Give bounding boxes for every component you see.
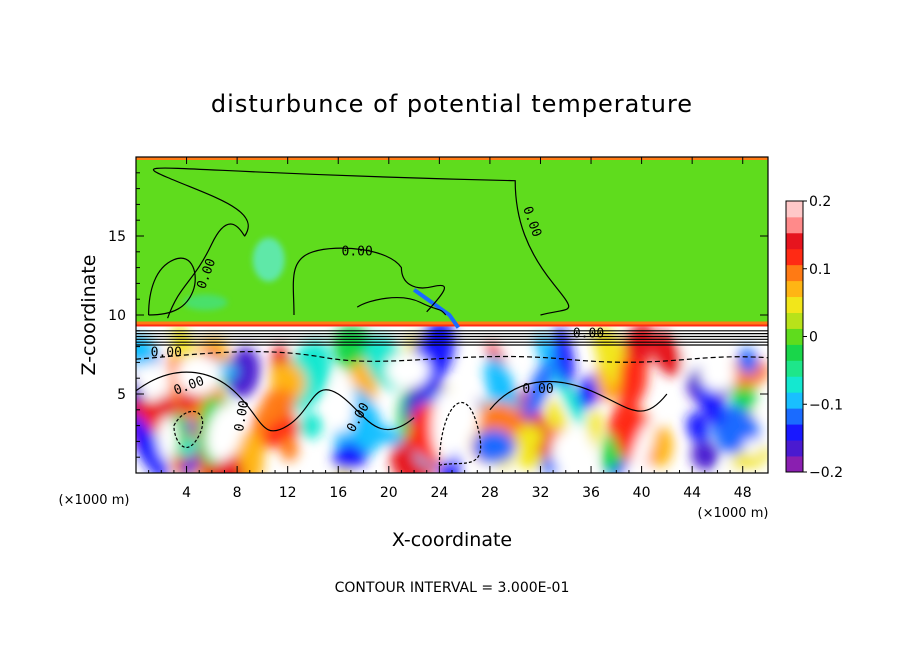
chart-title: disturbunce of potential temperature xyxy=(211,90,693,118)
colorbar-swatch xyxy=(786,201,803,218)
colorbar-swatch xyxy=(786,312,803,329)
contour-interval-note: CONTOUR INTERVAL = 3.000E-01 xyxy=(335,580,570,596)
contour-label: 0.00 xyxy=(151,345,182,360)
x-unit-label-left: (×1000 m) xyxy=(59,493,130,508)
z-tick-label: 5 xyxy=(117,387,126,403)
colorbar-swatch xyxy=(786,328,803,345)
contour-label: 0.00 xyxy=(522,382,553,397)
x-tick-label: 40 xyxy=(633,485,651,501)
z-axis-label: Z-coordinate xyxy=(78,255,100,376)
x-tick-label: 24 xyxy=(430,485,448,501)
x-tick-label: 44 xyxy=(683,485,701,501)
colorbar-swatch xyxy=(786,296,803,313)
colorbar-swatch xyxy=(786,440,803,457)
upper-layer xyxy=(136,157,768,325)
x-axis-label: X-coordinate xyxy=(392,529,512,551)
z-axis: 5 10 15 xyxy=(108,172,768,458)
colorbar: 0.2 0.1 0 −0.1 −0.2 xyxy=(785,194,843,481)
colorbar-swatch xyxy=(786,376,803,393)
colorbar-swatch xyxy=(786,424,803,441)
turbulent-blobs xyxy=(136,318,768,473)
colorbar-swatch xyxy=(786,264,803,282)
colorbar-swatch xyxy=(786,392,803,409)
colorbar-swatch xyxy=(786,232,803,250)
contour-label: 0.00 xyxy=(232,399,252,432)
x-tick-label: 8 xyxy=(233,485,242,501)
x-tick-label: 4 xyxy=(182,485,191,501)
x-tick-label: 32 xyxy=(532,485,550,501)
colorbar-swatch xyxy=(786,360,803,377)
colorbar-swatch xyxy=(786,248,803,266)
z-tick-label: 10 xyxy=(108,308,126,324)
colorbar-tick-label: 0 xyxy=(809,330,818,346)
colorbar-tick-label: 0.1 xyxy=(809,262,831,278)
x-tick-label: 28 xyxy=(481,485,499,501)
x-tick-label: 20 xyxy=(380,485,398,501)
colorbar-swatch xyxy=(786,408,803,425)
x-unit-label-right: (×1000 m) xyxy=(698,506,769,521)
contour-lines xyxy=(136,167,768,466)
colorbar-swatch xyxy=(786,280,803,298)
contour-label: 0.00 xyxy=(342,244,373,259)
temperature-field xyxy=(136,157,768,473)
colorbar-swatch xyxy=(786,344,803,361)
x-tick-label: 36 xyxy=(582,485,600,501)
contour-label: 0.00 xyxy=(573,327,604,342)
z-tick-label: 15 xyxy=(108,229,126,245)
x-axis: 4 8 12 16 20 24 28 32 36 40 44 48 xyxy=(148,157,756,501)
colorbar-tick-label: 0.2 xyxy=(809,194,831,210)
x-tick-label: 12 xyxy=(279,485,297,501)
colorbar-tick-label: −0.2 xyxy=(809,465,843,481)
plot-area xyxy=(136,157,768,473)
colorbar-tick-label: −0.1 xyxy=(809,397,843,413)
x-tick-label: 16 xyxy=(329,485,347,501)
x-tick-label: 48 xyxy=(734,485,752,501)
colorbar-swatch xyxy=(786,456,803,473)
colorbar-swatch xyxy=(786,216,803,234)
